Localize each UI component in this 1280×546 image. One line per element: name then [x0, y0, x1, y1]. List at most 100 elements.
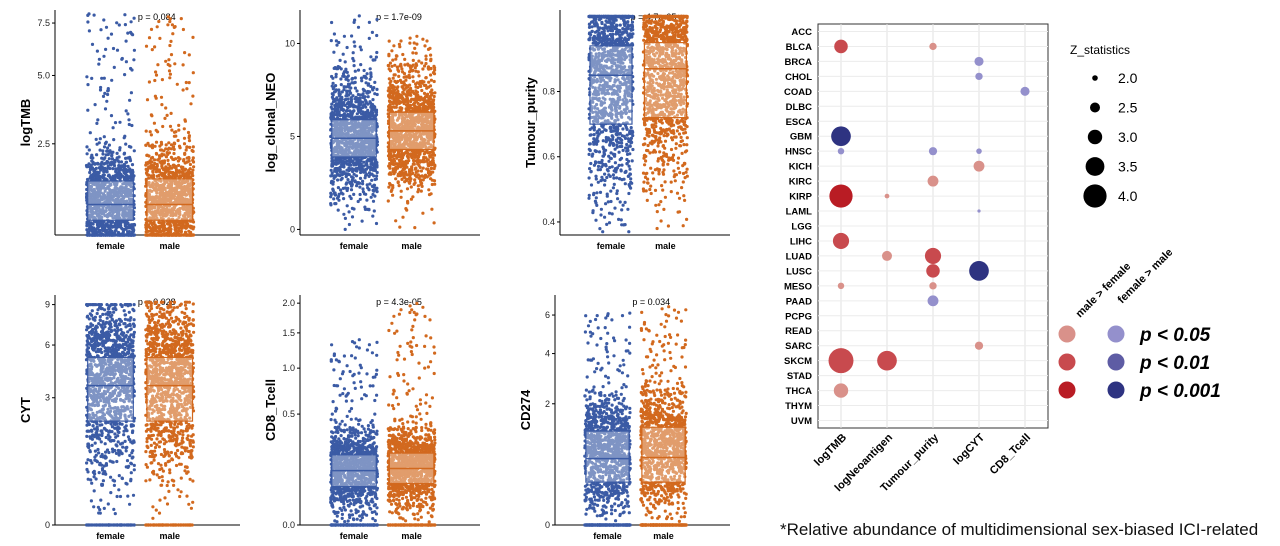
data-point	[336, 178, 340, 182]
data-point	[401, 52, 405, 57]
data-point	[352, 163, 356, 167]
data-point	[408, 41, 412, 45]
data-point	[421, 67, 425, 71]
data-point	[375, 92, 379, 97]
data-point	[90, 166, 95, 170]
data-point	[87, 29, 91, 33]
group-female	[329, 14, 379, 231]
y-tick-label: 2.5	[37, 139, 50, 149]
data-point	[416, 184, 420, 188]
data-point	[400, 177, 404, 181]
data-point	[127, 233, 131, 237]
data-point	[369, 55, 373, 59]
data-point	[158, 148, 163, 152]
data-point	[396, 174, 400, 178]
data-point	[419, 189, 423, 193]
data-point	[432, 94, 436, 99]
data-point	[349, 196, 353, 201]
data-point	[344, 67, 348, 71]
data-point	[150, 143, 155, 147]
data-point	[342, 112, 346, 116]
data-point	[401, 215, 405, 219]
data-point	[420, 61, 424, 65]
data-point	[336, 208, 340, 212]
data-point	[394, 154, 398, 158]
data-point	[189, 102, 193, 106]
data-point	[147, 233, 151, 237]
data-point	[411, 51, 415, 55]
data-point	[427, 188, 431, 192]
data-point	[168, 170, 172, 175]
data-point	[371, 214, 375, 218]
data-point	[347, 89, 351, 93]
data-point	[191, 156, 195, 160]
data-point	[123, 134, 127, 138]
data-point	[411, 75, 415, 79]
data-point	[178, 233, 182, 237]
data-point	[107, 157, 111, 161]
data-point	[109, 32, 114, 36]
data-point	[390, 49, 394, 53]
data-point	[145, 153, 149, 157]
data-point	[389, 189, 393, 193]
y-tick-label: 10	[285, 38, 295, 48]
data-point	[423, 64, 427, 68]
data-point	[375, 174, 379, 178]
data-point	[190, 171, 194, 175]
data-point	[162, 220, 166, 224]
data-point	[370, 114, 374, 118]
data-point	[156, 63, 160, 67]
data-point	[172, 130, 177, 134]
data-point	[343, 216, 347, 220]
data-point	[343, 60, 347, 64]
data-point	[369, 71, 373, 75]
data-point	[153, 45, 157, 49]
data-point	[113, 121, 118, 125]
data-point	[167, 167, 171, 171]
data-point	[349, 182, 353, 186]
data-point	[334, 193, 338, 197]
data-point	[175, 223, 179, 227]
data-point	[131, 170, 135, 174]
data-point	[420, 184, 424, 188]
data-point	[350, 76, 355, 81]
data-point	[331, 187, 335, 191]
data-point	[358, 176, 363, 180]
data-point	[118, 148, 122, 152]
data-point	[406, 199, 410, 204]
data-point	[191, 160, 196, 164]
data-point	[334, 202, 338, 206]
data-point	[155, 25, 159, 29]
data-point	[182, 142, 187, 146]
data-point	[98, 137, 102, 141]
data-point	[361, 95, 365, 99]
x-tick-label: female	[340, 241, 369, 251]
data-point	[363, 98, 367, 102]
data-point	[168, 20, 172, 24]
data-point	[102, 18, 106, 22]
data-point	[111, 46, 116, 51]
data-point	[179, 17, 183, 21]
data-point	[85, 228, 89, 232]
data-point	[97, 141, 101, 145]
data-point	[171, 32, 175, 36]
data-point	[102, 170, 106, 174]
data-point	[353, 86, 357, 90]
data-point	[349, 158, 353, 162]
data-point	[147, 36, 152, 40]
data-point	[369, 105, 373, 109]
data-point	[405, 208, 409, 212]
data-point	[160, 103, 164, 107]
data-point	[334, 97, 338, 102]
data-point	[166, 23, 170, 27]
data-point	[172, 134, 176, 138]
data-point	[336, 186, 340, 190]
data-point	[159, 140, 163, 144]
data-point	[104, 25, 109, 29]
data-point	[427, 80, 431, 84]
data-point	[163, 228, 167, 232]
data-point	[97, 166, 101, 170]
data-point	[113, 160, 117, 164]
data-point	[90, 159, 94, 163]
